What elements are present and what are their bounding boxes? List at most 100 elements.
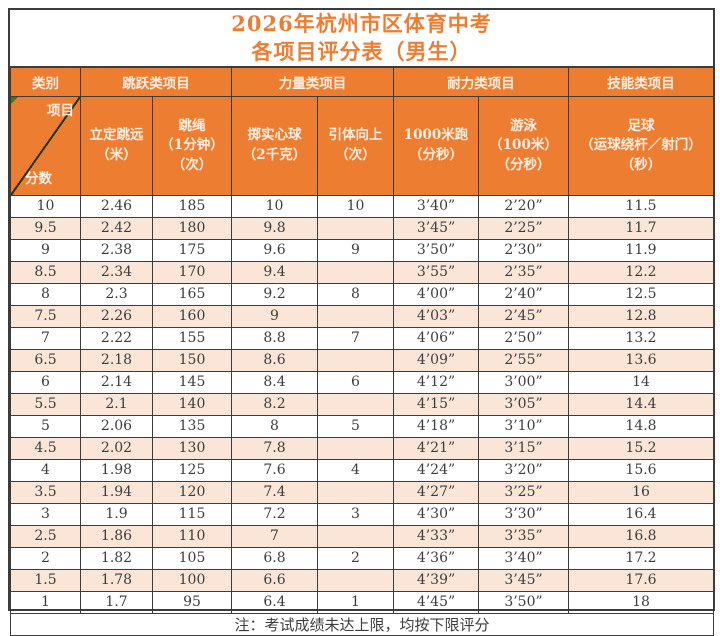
value-cell: 2’55”: [478, 348, 569, 372]
score-cell: 5: [10, 414, 81, 438]
value-cell: 8: [317, 282, 394, 306]
value-cell: 13.6: [568, 348, 714, 372]
value-cell: [317, 260, 394, 284]
value-cell: [317, 568, 394, 592]
table-row: 3.5 1.94 120 7.4 4’27” 3’25” 16: [10, 480, 714, 504]
table-row: 5 2.06 135 8 5 4’18” 3’10” 14.8: [10, 414, 714, 438]
value-cell: 3: [317, 502, 394, 526]
value-cell: 130: [152, 436, 232, 460]
table-row: 10 2.46 185 10 10 3’40” 2’20” 11.5: [10, 194, 714, 218]
value-cell: 9.8: [231, 216, 318, 240]
category-header: 类别: [10, 67, 81, 97]
value-cell: 3’20”: [478, 458, 569, 482]
score-cell: 8: [10, 282, 81, 306]
value-cell: 4’45”: [393, 590, 479, 614]
table-row: 6.5 2.18 150 8.6 4’09” 2’55” 13.6: [10, 348, 714, 372]
value-cell: 12.5: [568, 282, 714, 306]
group-header-row: 类别 跳跃类项目 力量类项目 耐力类项目 技能类项目: [10, 67, 714, 97]
value-cell: 3’35”: [478, 524, 569, 548]
value-cell: [317, 392, 394, 416]
value-cell: 16.8: [568, 524, 714, 548]
value-cell: 11.7: [568, 216, 714, 240]
value-cell: 4’00”: [393, 282, 479, 306]
note-row: 注：考试成绩未达上限，均按下限评分: [10, 612, 714, 636]
value-cell: 7.8: [231, 436, 318, 460]
value-cell: 9: [317, 238, 394, 262]
value-cell: 7: [317, 326, 394, 350]
value-cell: 1.94: [80, 480, 153, 504]
value-cell: 1.86: [80, 524, 153, 548]
value-cell: 3’10”: [478, 414, 569, 438]
value-cell: 9.6: [231, 238, 318, 262]
value-cell: 3’05”: [478, 392, 569, 416]
value-cell: 18: [568, 590, 714, 614]
diagonal-label-item: 项目: [47, 103, 74, 119]
value-cell: 4’03”: [393, 304, 479, 328]
value-cell: 1: [317, 590, 394, 614]
value-cell: 9: [231, 304, 318, 328]
score-grid: 类别 跳跃类项目 力量类项目 耐力类项目 技能类项目 项目 分数 立定跳远 （米…: [10, 67, 714, 636]
value-cell: [317, 436, 394, 460]
score-cell: 7: [10, 326, 81, 350]
score-cell: 9: [10, 238, 81, 262]
value-cell: 4’24”: [393, 458, 479, 482]
column-header-1000m-run: 1000米跑 （分秒）: [393, 96, 479, 196]
value-cell: 185: [152, 194, 232, 218]
score-cell: 6.5: [10, 348, 81, 372]
value-cell: 2.26: [80, 304, 153, 328]
group-header-strength: 力量类项目: [231, 67, 394, 97]
value-cell: 2.46: [80, 194, 153, 218]
value-cell: [317, 480, 394, 504]
value-cell: 8.4: [231, 370, 318, 394]
title-line-2: 各项目评分表（男生）: [251, 39, 472, 64]
score-cell: 3: [10, 502, 81, 526]
value-cell: 3’30”: [478, 502, 569, 526]
value-cell: 2.34: [80, 260, 153, 284]
group-header-endurance: 耐力类项目: [393, 67, 569, 97]
table-row: 3 1.9 115 7.2 3 4’30” 3’30” 16.4: [10, 502, 714, 526]
diagonal-divider: [11, 97, 80, 195]
value-cell: 150: [152, 348, 232, 372]
value-cell: 2’45”: [478, 304, 569, 328]
value-cell: 3’15”: [478, 436, 569, 460]
value-cell: 4’27”: [393, 480, 479, 504]
column-header-solid-ball: 掷实心球 （2千克）: [231, 96, 318, 196]
value-cell: 2.06: [80, 414, 153, 438]
value-cell: 3’45”: [393, 216, 479, 240]
score-cell: 5.5: [10, 392, 81, 416]
column-header-swimming: 游泳 （100米） （分秒）: [478, 96, 569, 196]
value-cell: 4’09”: [393, 348, 479, 372]
table-row: 7 2.22 155 8.8 7 4’06” 2’50” 13.2: [10, 326, 714, 350]
value-cell: 4: [317, 458, 394, 482]
column-header-football: 足球 （运球绕杆／射门） （秒）: [568, 96, 714, 196]
value-cell: 2.14: [80, 370, 153, 394]
table-row: 1 1.7 95 6.4 1 4’45” 3’50” 18: [10, 590, 714, 614]
value-cell: 165: [152, 282, 232, 306]
value-cell: 2.22: [80, 326, 153, 350]
value-cell: 2’40”: [478, 282, 569, 306]
value-cell: 2’20”: [478, 194, 569, 218]
table-row: 2.5 1.86 110 7 4’33” 3’35” 16.8: [10, 524, 714, 548]
diagonal-header-cell: 项目 分数: [10, 96, 81, 196]
score-cell: 2: [10, 546, 81, 570]
table-row: 8 2.3 165 9.2 8 4’00” 2’40” 12.5: [10, 282, 714, 306]
value-cell: 135: [152, 414, 232, 438]
table-row: 4.5 2.02 130 7.8 4’21” 3’15” 15.2: [10, 436, 714, 460]
value-cell: 11.5: [568, 194, 714, 218]
value-cell: 8: [231, 414, 318, 438]
table-row: 9.5 2.42 180 9.8 3’45” 2’25” 11.7: [10, 216, 714, 240]
value-cell: 4’15”: [393, 392, 479, 416]
value-cell: 2’35”: [478, 260, 569, 284]
value-cell: 2: [317, 546, 394, 570]
score-cell: 8.5: [10, 260, 81, 284]
column-header-row: 项目 分数 立定跳远 （米） 跳绳 （1分钟） （次） 掷实心球 （2千克） 引…: [10, 96, 714, 196]
value-cell: 115: [152, 502, 232, 526]
value-cell: 14.4: [568, 392, 714, 416]
value-cell: 160: [152, 304, 232, 328]
value-cell: 12.8: [568, 304, 714, 328]
table-row: 8.5 2.34 170 9.4 3’55” 2’35” 12.2: [10, 260, 714, 284]
value-cell: 3’25”: [478, 480, 569, 504]
value-cell: 2’50”: [478, 326, 569, 350]
table-body: 10 2.46 185 10 10 3’40” 2’20” 11.5 9.5 2.42 180 9.8…: [10, 194, 714, 614]
value-cell: 4’21”: [393, 436, 479, 460]
